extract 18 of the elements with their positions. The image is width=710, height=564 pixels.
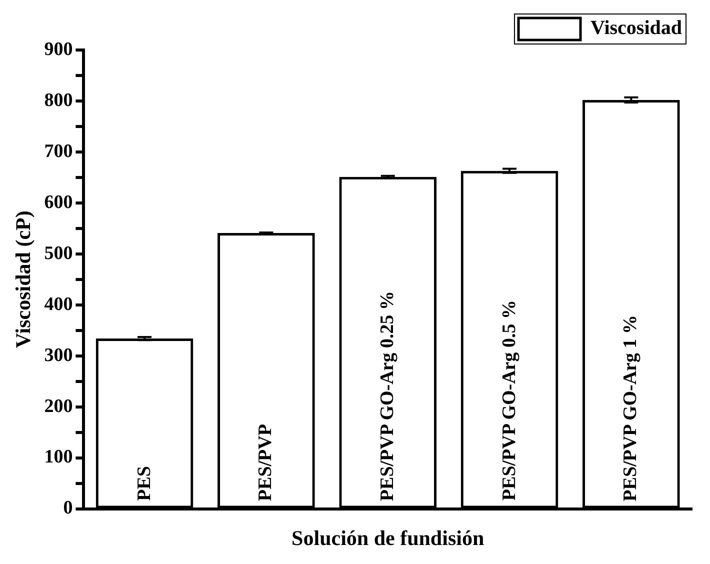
y-tick-label: 400 [44,294,73,315]
y-tick-label: 300 [44,344,73,366]
y-axis-title: Viscosidad (cP) [11,210,36,348]
y-tick-label: 100 [44,446,73,468]
y-tick-label: 900 [44,38,73,60]
x-tick-label: PES/PVP GO-Arg 0.5 % [498,300,520,501]
x-tick-label: PES [132,466,156,501]
x-tick-label: PES/PVP GO-Arg 1 % [619,314,642,501]
y-tick-label: 500 [44,242,73,264]
y-tick-label: 200 [44,396,73,417]
x-tick-label: PES/PVP GO-Arg 0.25 % [376,290,399,501]
y-tick-label: 800 [44,90,73,111]
x-tick-label: PES/PVP [254,424,278,501]
legend-label: Viscosidad [590,17,682,40]
y-tick-label: 700 [44,140,73,162]
y-tick-label: 600 [44,192,73,213]
x-axis-title: Solución de fundisión [292,526,484,550]
y-tick-label: 0 [63,498,73,519]
